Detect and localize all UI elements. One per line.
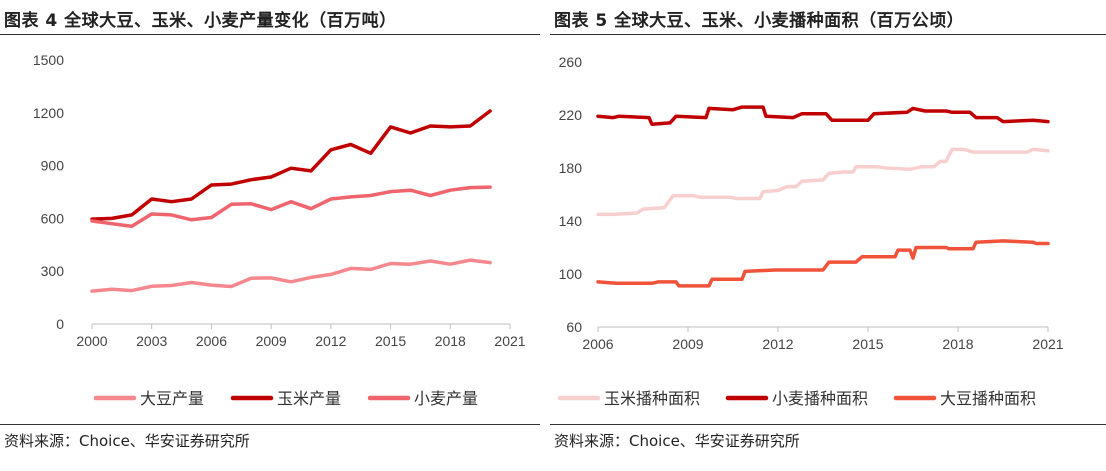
source-note: 资料来源：Choice、华安证券研究所	[554, 432, 800, 450]
chart-title: 图表 5 全球大豆、玉米、小麦播种面积（百万公顷）	[554, 11, 965, 31]
x-tick-label: 2012	[315, 333, 346, 349]
series-line	[596, 147, 1050, 217]
y-tick-label: 300	[41, 263, 65, 279]
y-tick-label: 100	[559, 266, 583, 282]
x-tick-label: 2009	[672, 336, 703, 352]
x-tick-label: 2006	[582, 336, 613, 352]
y-tick-label: 0	[56, 316, 64, 332]
source-note: 资料来源：Choice、华安证券研究所	[4, 432, 250, 450]
x-tick-label: 2018	[435, 333, 466, 349]
series-line	[90, 185, 492, 229]
legend-label: 玉米播种面积	[604, 390, 700, 408]
x-tick-label: 2012	[762, 336, 793, 352]
x-tick-label: 2000	[76, 333, 107, 349]
source-divider	[0, 424, 540, 425]
series-line	[596, 105, 1050, 127]
y-tick-label: 1500	[33, 52, 64, 68]
y-tick-label: 220	[559, 107, 583, 123]
legend-label: 小麦播种面积	[772, 390, 868, 408]
series-line	[596, 239, 1050, 288]
series-line	[90, 109, 492, 221]
x-tick-label: 2006	[196, 333, 227, 349]
chart-panel-production: 图表 4 全球大豆、玉米、小麦产量变化（百万吨） 0 300 600 900 1200 1…	[0, 0, 540, 471]
title-divider	[550, 34, 1106, 35]
x-tick-label: 2009	[256, 333, 287, 349]
y-tick-label: 900	[41, 158, 65, 174]
legend-label: 大豆播种面积	[940, 390, 1036, 408]
area-line-chart: 60 100 140 180 220 260 2006 2009 2012 2015 2018 202…	[557, 54, 1064, 408]
source-divider	[550, 424, 1106, 425]
x-tick-label: 2003	[136, 333, 167, 349]
x-tick-label: 2021	[494, 333, 525, 349]
x-tick-label: 2015	[852, 336, 883, 352]
y-tick-label: 260	[559, 54, 583, 70]
title-divider	[0, 34, 540, 35]
x-tick-label: 2015	[375, 333, 406, 349]
legend-label: 玉米产量	[277, 390, 341, 408]
production-line-chart: 0 300 600 900 1200 1500 2000 2003 2006 2009 2012 20…	[33, 52, 526, 408]
series-line	[90, 258, 492, 293]
legend-label: 小麦产量	[414, 390, 478, 408]
y-tick-label: 1200	[33, 105, 64, 121]
y-tick-label: 600	[41, 210, 65, 226]
chart-panel-area: 图表 5 全球大豆、玉米、小麦播种面积（百万公顷） 60 100 140 180 220…	[550, 0, 1106, 471]
chart-title: 图表 4 全球大豆、玉米、小麦产量变化（百万吨）	[4, 11, 397, 31]
legend-label: 大豆产量	[140, 390, 204, 408]
y-tick-label: 180	[559, 160, 583, 176]
y-tick-label: 140	[559, 213, 583, 229]
x-tick-label: 2018	[942, 336, 973, 352]
x-tick-label: 2021	[1032, 336, 1063, 352]
y-tick-label: 60	[566, 319, 582, 335]
